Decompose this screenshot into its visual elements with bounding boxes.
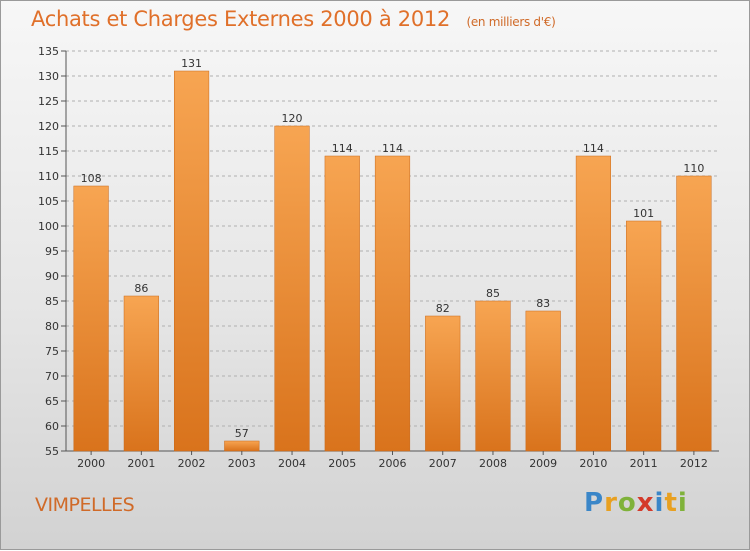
x-tick-label: 2000 xyxy=(77,457,105,470)
y-tick-label: 55 xyxy=(45,445,59,458)
y-tick-label: 135 xyxy=(38,45,59,58)
value-label: 85 xyxy=(486,287,500,300)
x-tick-label: 2007 xyxy=(429,457,457,470)
x-tick-label: 2006 xyxy=(379,457,407,470)
y-tick-label: 105 xyxy=(38,195,59,208)
chart-subtitle: (en milliers d'€) xyxy=(466,15,556,29)
value-label: 57 xyxy=(235,427,249,440)
x-tick-label: 2005 xyxy=(328,457,356,470)
bar-2011 xyxy=(626,220,662,452)
x-tick-label: 2012 xyxy=(680,457,708,470)
bar-2005 xyxy=(324,155,360,452)
y-tick-label: 75 xyxy=(45,345,59,358)
x-tick-label: 2011 xyxy=(630,457,658,470)
x-tick-label: 2003 xyxy=(228,457,256,470)
y-tick-label: 85 xyxy=(45,295,59,308)
bar-2002 xyxy=(173,70,210,452)
bar-2008 xyxy=(475,300,511,452)
y-tick-label: 120 xyxy=(38,120,59,133)
y-tick-label: 80 xyxy=(45,320,59,333)
value-label: 114 xyxy=(382,142,403,155)
chart-title-block: Achats et Charges Externes 2000 à 2012 (… xyxy=(31,7,556,31)
value-label: 108 xyxy=(81,172,102,185)
commune-name: VIMPELLES xyxy=(35,494,135,516)
y-tick-label: 95 xyxy=(45,245,59,258)
chart-title: Achats et Charges Externes 2000 à 2012 xyxy=(31,7,451,31)
y-tick-label: 100 xyxy=(38,220,59,233)
bar-2003 xyxy=(224,440,260,452)
bar-2000 xyxy=(73,185,109,452)
bar-2006 xyxy=(374,155,411,452)
value-label: 114 xyxy=(332,142,353,155)
y-tick-label: 70 xyxy=(45,370,59,383)
value-label: 131 xyxy=(181,57,202,70)
value-label: 114 xyxy=(583,142,604,155)
proxiti-logo: Proxiti xyxy=(584,488,688,518)
value-label: 86 xyxy=(134,282,148,295)
value-label: 110 xyxy=(683,162,704,175)
y-tick-label: 115 xyxy=(38,145,59,158)
x-tick-label: 2004 xyxy=(278,457,306,470)
bar-2007 xyxy=(425,315,461,452)
y-tick-label: 110 xyxy=(38,170,59,183)
value-label: 82 xyxy=(436,302,450,315)
bar-2001 xyxy=(123,295,159,452)
bar-2012 xyxy=(676,175,712,452)
x-tick-label: 2008 xyxy=(479,457,507,470)
x-tick-label: 2002 xyxy=(178,457,206,470)
value-label: 101 xyxy=(633,207,654,220)
value-label: 83 xyxy=(536,297,550,310)
value-label: 120 xyxy=(282,112,303,125)
y-tick-label: 130 xyxy=(38,70,59,83)
bar-2010 xyxy=(575,155,612,452)
x-tick-label: 2010 xyxy=(579,457,607,470)
bar-2004 xyxy=(274,125,310,452)
bar-2009 xyxy=(525,310,561,452)
x-tick-label: 2009 xyxy=(529,457,557,470)
y-tick-label: 65 xyxy=(45,395,59,408)
y-tick-label: 60 xyxy=(45,420,59,433)
x-tick-label: 2001 xyxy=(127,457,155,470)
y-tick-label: 90 xyxy=(45,270,59,283)
y-tick-label: 125 xyxy=(38,95,59,108)
